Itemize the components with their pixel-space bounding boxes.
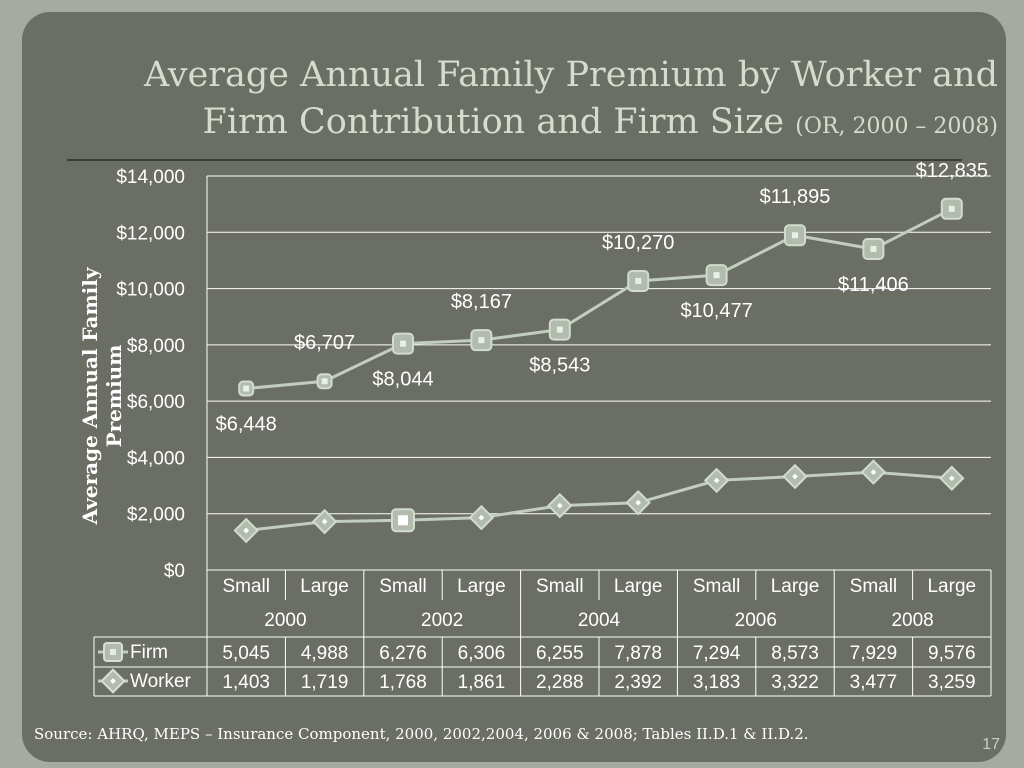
x-category-label: Small bbox=[379, 576, 427, 597]
table-cell: 1,403 bbox=[222, 672, 270, 693]
data-label: $8,167 bbox=[451, 291, 512, 313]
title-main: Average Annual Family Premium by Worker … bbox=[143, 55, 998, 142]
table-cell: 6,276 bbox=[379, 643, 427, 664]
total-point-core bbox=[556, 326, 563, 333]
x-category-label: Small bbox=[536, 576, 584, 597]
table-cell: 2,392 bbox=[614, 672, 662, 693]
table-cell: 3,183 bbox=[693, 672, 741, 693]
legend-label: Firm bbox=[130, 642, 168, 663]
data-label: $8,044 bbox=[372, 369, 433, 391]
table-cell: 7,929 bbox=[850, 643, 898, 664]
x-category-label: Large bbox=[457, 576, 506, 597]
table-cell: 8,573 bbox=[771, 643, 819, 664]
data-label: $11,895 bbox=[760, 186, 831, 208]
worker-point-core bbox=[635, 499, 642, 506]
data-label: $11,406 bbox=[838, 274, 909, 296]
y-tick-label: $14,000 bbox=[116, 167, 185, 188]
table-cell: 5,045 bbox=[222, 643, 270, 664]
total-point-core bbox=[870, 246, 877, 253]
table-cell: 3,259 bbox=[928, 672, 976, 693]
data-label: $8,543 bbox=[529, 355, 590, 377]
worker-point-core bbox=[556, 502, 563, 509]
table-cell: 6,306 bbox=[458, 643, 506, 664]
worker-point-core bbox=[870, 469, 877, 475]
data-label: $6,448 bbox=[216, 414, 277, 436]
worker-point-core bbox=[792, 473, 798, 480]
worker-point-core bbox=[948, 475, 955, 482]
worker-point-core bbox=[478, 514, 485, 521]
total-point-core bbox=[400, 340, 406, 347]
legend-marker-core bbox=[110, 649, 116, 655]
x-category-label: Small bbox=[222, 576, 270, 597]
table-cell: 9,576 bbox=[928, 643, 976, 664]
table-cell: 3,477 bbox=[850, 672, 898, 693]
worker-point-core bbox=[243, 527, 250, 534]
y-tick-label: $0 bbox=[164, 561, 185, 582]
table-cell: 2,288 bbox=[536, 672, 584, 693]
x-category-label: Small bbox=[693, 576, 741, 597]
legend-label: Worker bbox=[130, 671, 192, 692]
table-cell: 3,322 bbox=[771, 672, 819, 693]
x-year-label: 2008 bbox=[891, 610, 933, 631]
premium-chart: $0 $2,000 $4,000 $6,000 $8,000 $10,000 $12,000… bbox=[93, 160, 992, 697]
total-point-core bbox=[478, 337, 485, 344]
table-cell: 6,255 bbox=[536, 643, 584, 664]
y-tick-label: $12,000 bbox=[116, 223, 185, 244]
x-year-label: 2000 bbox=[264, 610, 306, 631]
page-number: 17 bbox=[982, 736, 1000, 753]
slide-title: Average Annual Family Premium by Worker … bbox=[68, 52, 998, 150]
y-tick-label: $2,000 bbox=[127, 505, 185, 526]
worker-point-core bbox=[398, 515, 408, 526]
y-tick-label: $6,000 bbox=[127, 392, 185, 413]
y-tick-label: $8,000 bbox=[127, 336, 185, 357]
data-label: $10,270 bbox=[602, 232, 674, 254]
x-category-label: Small bbox=[850, 576, 898, 597]
x-year-label: 2004 bbox=[578, 610, 621, 631]
source-note: Source: AHRQ, MEPS – Insurance Component… bbox=[34, 725, 809, 743]
x-category-label: Large bbox=[614, 576, 663, 597]
worker-point-core bbox=[713, 477, 720, 484]
total-point-core bbox=[635, 277, 642, 284]
total-premium-line bbox=[246, 207, 953, 391]
worker-line bbox=[246, 470, 952, 533]
table-cell: 1,719 bbox=[301, 672, 349, 693]
y-tick-label: $4,000 bbox=[127, 448, 185, 469]
total-point-core bbox=[321, 378, 328, 385]
x-category-label: Large bbox=[927, 576, 976, 597]
y-tick-label: $10,000 bbox=[116, 280, 185, 301]
worker-point-core bbox=[321, 518, 328, 525]
x-year-label: 2002 bbox=[421, 610, 463, 631]
x-year-label: 2006 bbox=[735, 610, 777, 631]
title-divider bbox=[67, 159, 962, 161]
total-point-core bbox=[243, 385, 250, 392]
total-point-core bbox=[713, 272, 720, 279]
table-cell: 7,294 bbox=[693, 643, 741, 664]
table-cell: 4,988 bbox=[301, 643, 349, 664]
table-cell: 1,768 bbox=[379, 672, 427, 693]
table-cell: 7,878 bbox=[614, 643, 662, 664]
data-label: $12,835 bbox=[916, 160, 988, 182]
total-point-core bbox=[948, 205, 955, 212]
total-point-core bbox=[792, 232, 798, 239]
x-category-label: Large bbox=[771, 576, 820, 597]
title-subtitle: (OR, 2000 – 2008) bbox=[795, 114, 998, 139]
slide: Average Annual Family Premium by Worker … bbox=[22, 12, 1006, 762]
data-label: $6,707 bbox=[294, 332, 355, 354]
x-category-label: Large bbox=[300, 576, 349, 597]
table-cell: 1,861 bbox=[458, 672, 506, 693]
legend-marker-core bbox=[110, 678, 116, 684]
data-label: $10,477 bbox=[680, 300, 752, 322]
